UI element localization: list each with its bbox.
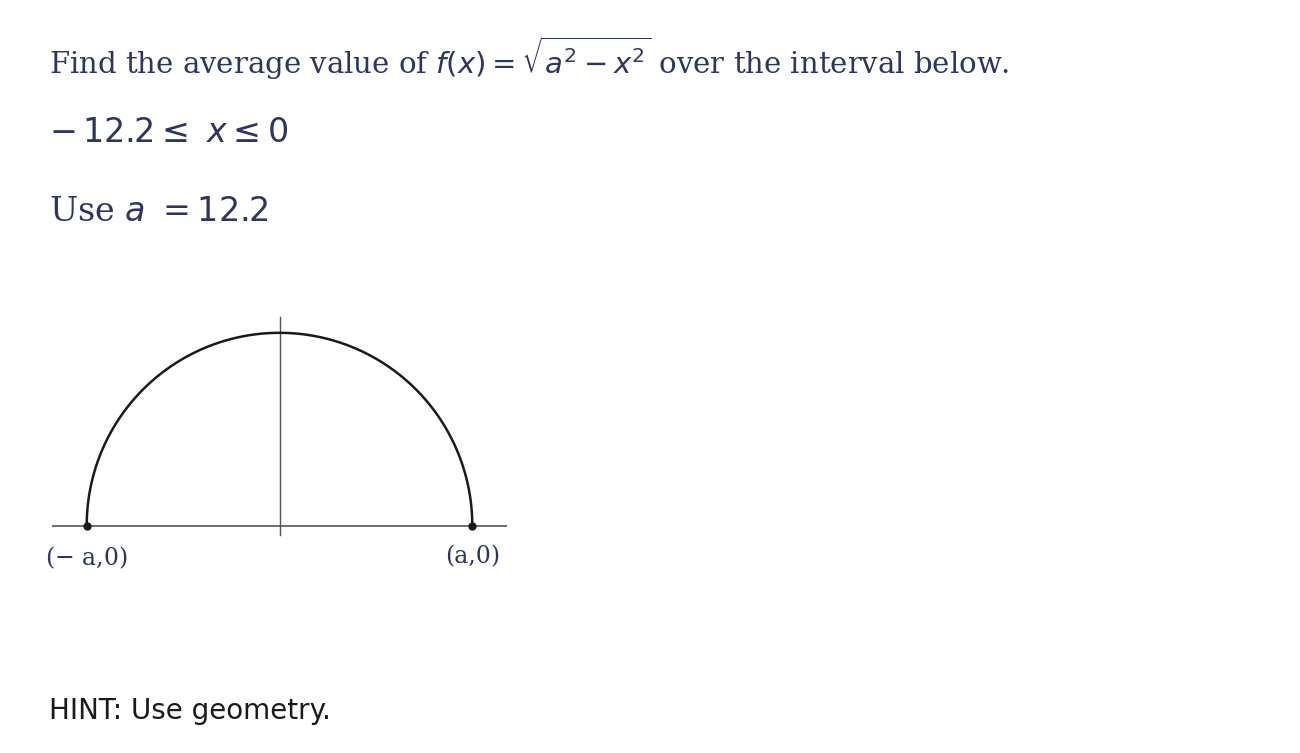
Text: ($-$ a,0): ($-$ a,0)	[46, 545, 127, 572]
Text: Find the average value of $f(x) = \sqrt{a^2 - x^2}$ over the interval below.: Find the average value of $f(x) = \sqrt{…	[49, 34, 1010, 81]
Text: (a,0): (a,0)	[445, 545, 500, 568]
Text: Use $a\ {=}12.2$: Use $a\ {=}12.2$	[49, 196, 269, 227]
Text: $-\, 12.2 \leq\ x \leq 0$: $-\, 12.2 \leq\ x \leq 0$	[49, 117, 289, 148]
Text: HINT: Use geometry.: HINT: Use geometry.	[49, 697, 332, 724]
